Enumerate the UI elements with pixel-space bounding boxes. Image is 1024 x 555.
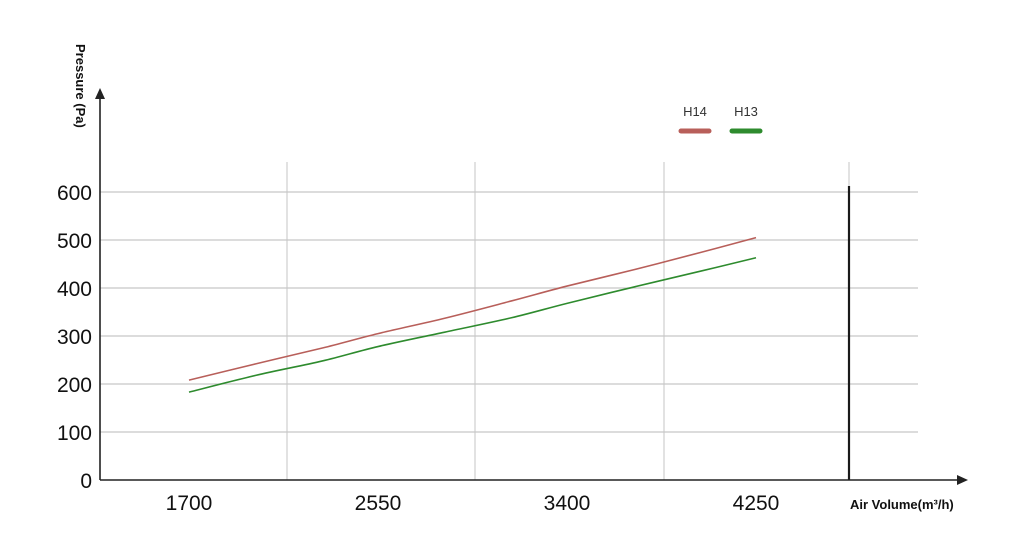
x-tick-label-1700: 1700 <box>166 492 213 515</box>
y-axis-label: Pressure (Pa) <box>73 44 88 128</box>
y-tick-label-600: 600 <box>57 182 92 205</box>
y-tick-label-400: 400 <box>57 278 92 301</box>
x-axis-arrow <box>957 475 968 485</box>
y-axis-arrow <box>95 88 105 99</box>
y-tick-label-200: 200 <box>57 374 92 397</box>
series-lines <box>188 236 757 393</box>
y-tick-label-0: 0 <box>80 470 92 493</box>
series-line-h14 <box>188 236 757 381</box>
y-tick-label-300: 300 <box>57 326 92 349</box>
legend: H14 H13 <box>678 104 763 134</box>
legend-label-h14: H14 <box>683 104 707 119</box>
x-tick-label-2550: 2550 <box>355 492 402 515</box>
axes <box>95 88 968 485</box>
series-line-h13 <box>188 256 757 393</box>
x-axis-label: Air Volume(m³/h) <box>850 497 954 512</box>
y-tick-label-100: 100 <box>57 422 92 445</box>
x-tick-label-4250: 4250 <box>733 492 780 515</box>
tick-labels: 0 100 200 300 400 500 600 1700 2550 3400 4250 <box>57 182 779 515</box>
grid <box>100 162 918 480</box>
x-tick-label-3400: 3400 <box>544 492 591 515</box>
legend-label-h13: H13 <box>734 104 758 119</box>
y-tick-label-500: 500 <box>57 230 92 253</box>
